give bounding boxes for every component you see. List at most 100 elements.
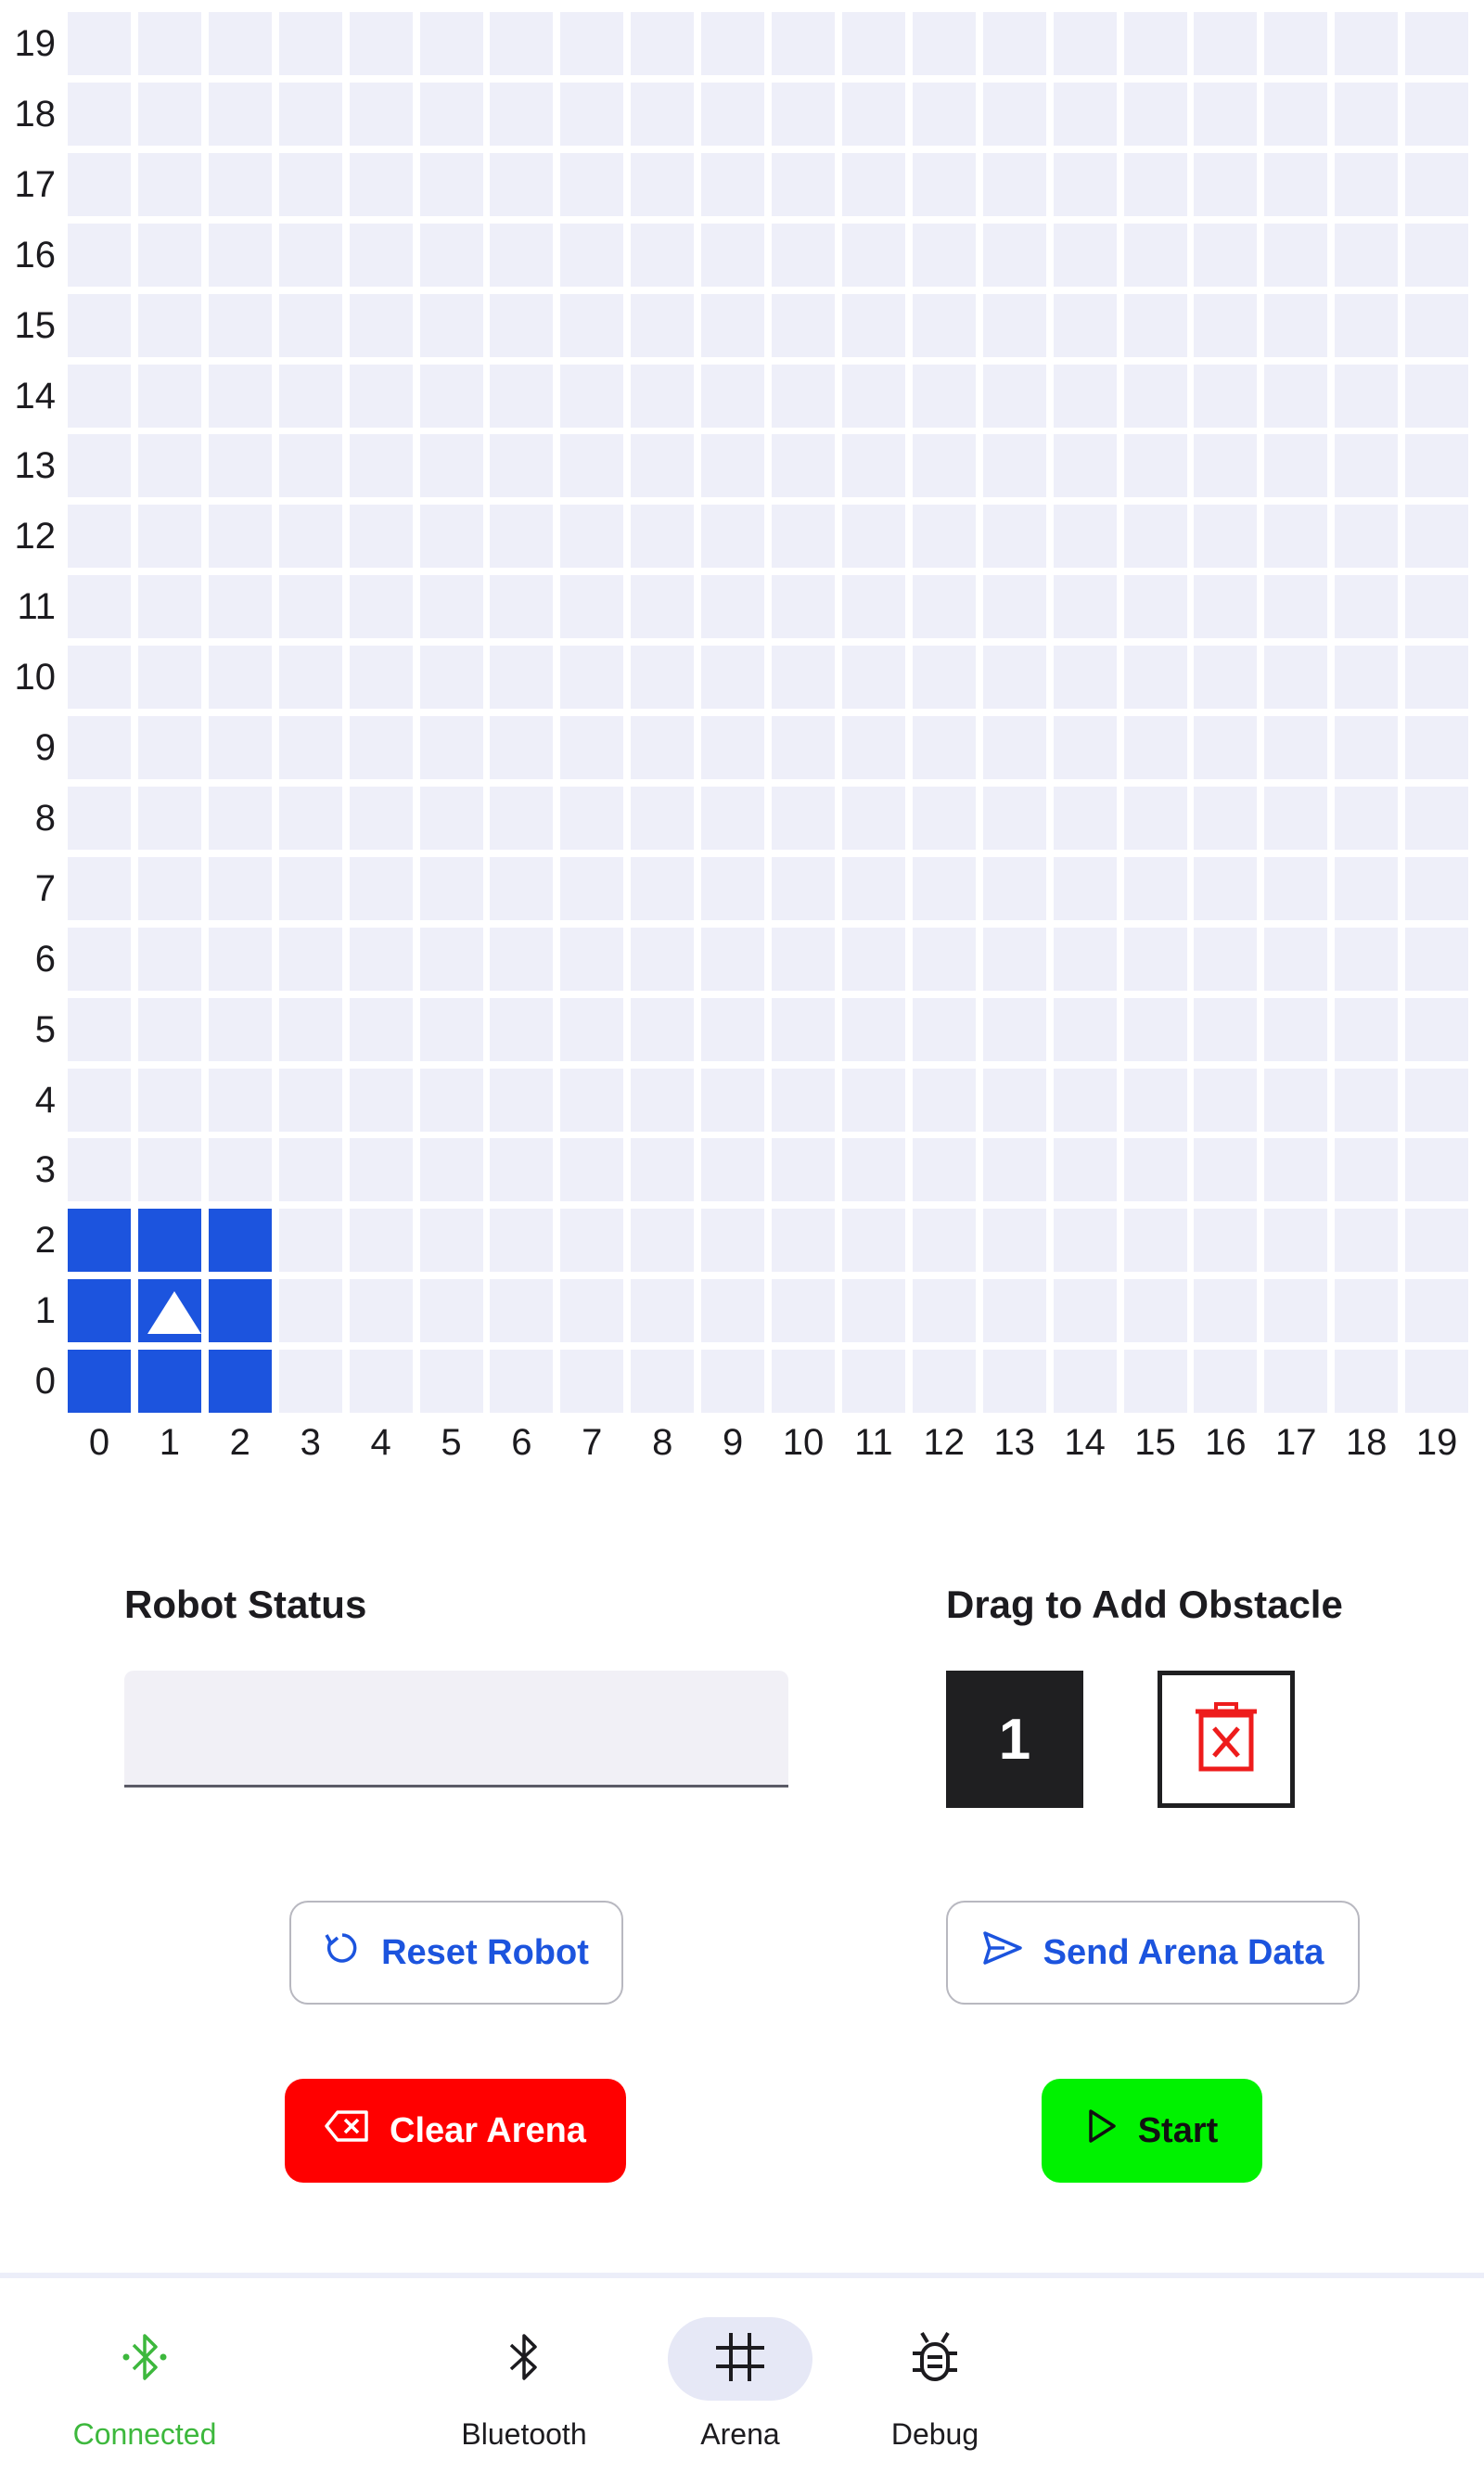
grid-cell[interactable] [982,997,1046,1061]
grid-cell[interactable] [1194,12,1258,75]
grid-cell[interactable] [982,364,1046,428]
grid-cell[interactable] [841,1138,905,1202]
grid-cell[interactable] [1335,716,1399,779]
grid-cell[interactable] [1123,1350,1187,1414]
grid-cell[interactable] [208,223,272,287]
grid-cell[interactable] [68,434,131,498]
grid-cell[interactable] [560,12,624,75]
grid-cell[interactable] [912,505,976,569]
grid-cell[interactable] [701,786,765,850]
grid-cell[interactable] [137,434,201,498]
grid-cell[interactable] [772,1068,835,1132]
grid-cell[interactable] [278,1209,342,1273]
grid-cell[interactable] [1194,364,1258,428]
grid-cell[interactable] [68,716,131,779]
grid-cell[interactable] [912,12,976,75]
grid-cell[interactable] [68,786,131,850]
grid-cell[interactable] [1335,786,1399,850]
grid-cell[interactable] [772,364,835,428]
grid-cell[interactable] [1053,856,1117,920]
grid-cell[interactable] [631,223,695,287]
reset-robot-button[interactable]: Reset Robot [289,1901,623,2005]
grid-cell[interactable] [1335,152,1399,216]
grid-cell[interactable] [490,152,554,216]
grid-cell[interactable] [1194,1279,1258,1343]
grid-cell[interactable] [1264,1138,1328,1202]
grid-cell[interactable] [1335,646,1399,710]
grid-cell[interactable] [912,1209,976,1273]
grid-cell[interactable] [841,152,905,216]
grid-cell[interactable] [137,1138,201,1202]
grid-cell[interactable] [1335,1138,1399,1202]
grid-cell[interactable] [1123,927,1187,991]
grid-cell[interactable] [772,997,835,1061]
robot-cell[interactable] [208,1279,272,1343]
grid-cell[interactable] [1053,786,1117,850]
grid-cell[interactable] [841,1350,905,1414]
grid-cell[interactable] [419,1138,483,1202]
grid-cell[interactable] [912,1279,976,1343]
robot-cell[interactable] [137,1350,201,1414]
grid-cell[interactable] [1264,152,1328,216]
nav-arena[interactable]: Arena [668,2278,812,2482]
robot-cell[interactable] [208,1350,272,1414]
grid-cell[interactable] [772,856,835,920]
grid-cell[interactable] [490,856,554,920]
grid-cell[interactable] [208,505,272,569]
grid-cell[interactable] [1335,434,1399,498]
grid-cell[interactable] [1194,223,1258,287]
grid-cell[interactable] [841,364,905,428]
grid-cell[interactable] [631,82,695,146]
grid-cell[interactable] [631,786,695,850]
grid-cell[interactable] [1264,927,1328,991]
grid-cell[interactable] [1053,646,1117,710]
grid-cell[interactable] [208,12,272,75]
grid-cell[interactable] [701,927,765,991]
grid-cell[interactable] [1405,786,1469,850]
grid-cell[interactable] [1405,82,1469,146]
grid-cell[interactable] [912,152,976,216]
grid-cell[interactable] [1053,1138,1117,1202]
grid-cell[interactable] [1264,716,1328,779]
grid-cell[interactable] [631,575,695,639]
grid-cell[interactable] [349,152,413,216]
grid-cell[interactable] [349,223,413,287]
grid-cell[interactable] [68,1138,131,1202]
grid-cell[interactable] [560,997,624,1061]
grid-cell[interactable] [841,434,905,498]
grid-cell[interactable] [278,82,342,146]
grid-cell[interactable] [208,646,272,710]
nav-bluetooth[interactable]: Bluetooth [452,2278,596,2482]
grid-cell[interactable] [772,223,835,287]
grid-cell[interactable] [208,575,272,639]
grid-cell[interactable] [1405,1209,1469,1273]
grid-cell[interactable] [772,434,835,498]
grid-cell[interactable] [560,1068,624,1132]
grid-cell[interactable] [1405,1138,1469,1202]
grid-cell[interactable] [419,152,483,216]
grid-cell[interactable] [982,646,1046,710]
grid-cell[interactable] [560,1350,624,1414]
grid-cell[interactable] [490,1068,554,1132]
grid-cell[interactable] [1053,505,1117,569]
grid-cell[interactable] [912,716,976,779]
grid-cell[interactable] [137,223,201,287]
grid-cell[interactable] [419,82,483,146]
grid-cell[interactable] [841,12,905,75]
grid-cell[interactable] [1053,716,1117,779]
grid-cell[interactable] [560,927,624,991]
grid-cell[interactable] [1123,786,1187,850]
grid-cell[interactable] [419,1209,483,1273]
grid-cell[interactable] [278,1138,342,1202]
grid-cell[interactable] [912,82,976,146]
grid-cell[interactable] [1194,997,1258,1061]
grid-cell[interactable] [349,927,413,991]
grid-cell[interactable] [560,293,624,357]
grid-cell[interactable] [1053,927,1117,991]
grid-cell[interactable] [772,786,835,850]
grid-cell[interactable] [841,997,905,1061]
grid-cell[interactable] [560,152,624,216]
grid-cell[interactable] [560,223,624,287]
grid-cell[interactable] [772,1209,835,1273]
grid-cell[interactable] [841,1279,905,1343]
